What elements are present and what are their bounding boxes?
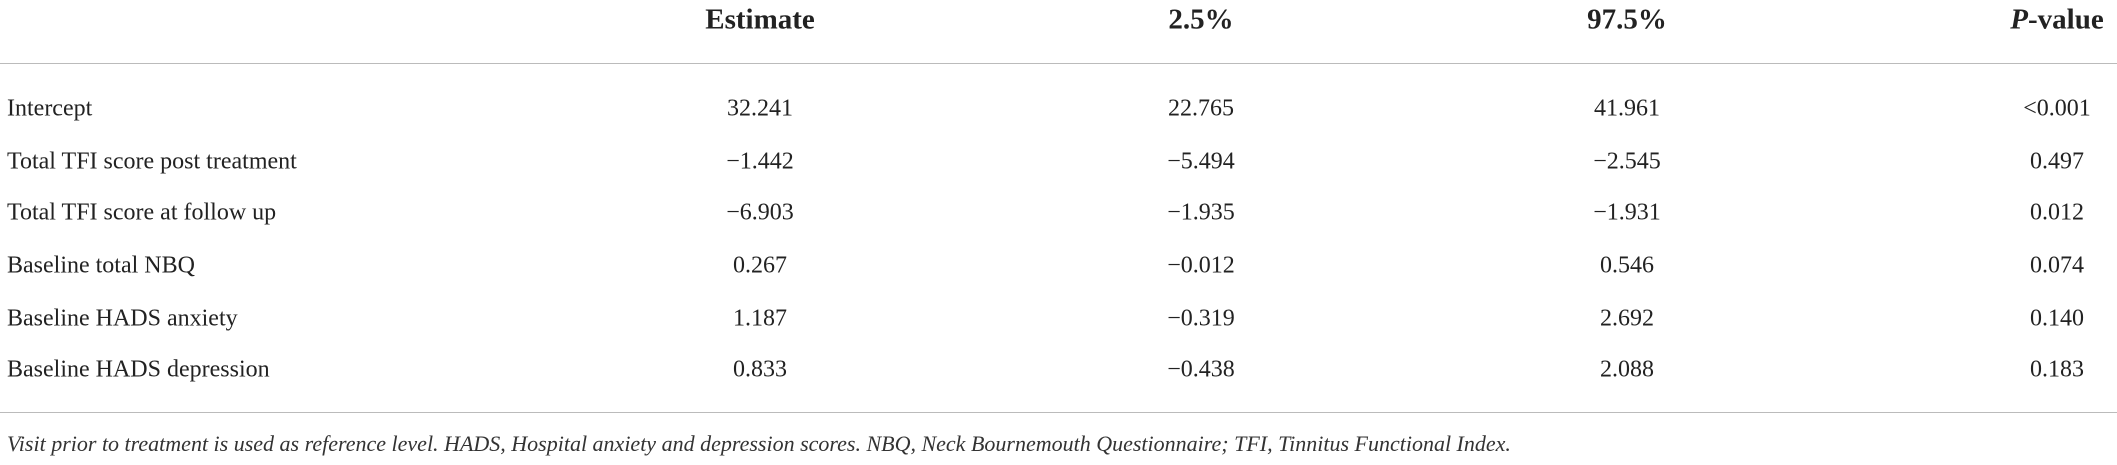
table-cell: 0.140 [2030,305,2084,332]
table-cell: <0.001 [2023,95,2091,122]
table-cell: 0.074 [2030,252,2084,279]
footnote: Visit prior to treatment is used as refe… [7,431,1511,456]
table-cell: 22.765 [1168,95,1234,122]
row-label: Total TFI score at follow up [7,199,277,226]
table-cell: 2.692 [1600,305,1654,332]
row-label: Baseline HADS anxiety [7,305,238,332]
row-label: Baseline HADS depression [7,356,270,383]
table-cell: 0.497 [2030,148,2084,175]
table-cell: 0.012 [2030,199,2084,226]
table-cell: 41.961 [1594,95,1660,122]
row-label: Baseline total NBQ [7,252,195,279]
table-cell: −1.935 [1167,199,1235,226]
table-cell: 1.187 [733,305,787,332]
column-header: 97.5% [1587,3,1667,36]
bottom-rule [0,412,2117,413]
table-cell: 0.183 [2030,356,2084,383]
table-cell: −5.494 [1167,148,1235,175]
row-label: Total TFI score post treatment [7,148,297,175]
table-cell: 0.546 [1600,252,1654,279]
table-cell: 32.241 [727,95,793,122]
table-cell: −0.012 [1167,252,1235,279]
row-label: Intercept [7,95,93,122]
table-cell: −0.438 [1167,356,1235,383]
header-rule [0,63,2117,64]
table-cell: −2.545 [1593,148,1661,175]
table-cell: −1.442 [726,148,794,175]
column-header: P-value [2010,3,2104,36]
table-cell: −6.903 [726,199,794,226]
table-cell: 0.267 [733,252,787,279]
column-header: Estimate [705,3,815,36]
table-cell: −1.931 [1593,199,1661,226]
column-header: 2.5% [1168,3,1234,36]
table-cell: 2.088 [1600,356,1654,383]
table-cell: −0.319 [1167,305,1235,332]
table-cell: 0.833 [733,356,787,383]
